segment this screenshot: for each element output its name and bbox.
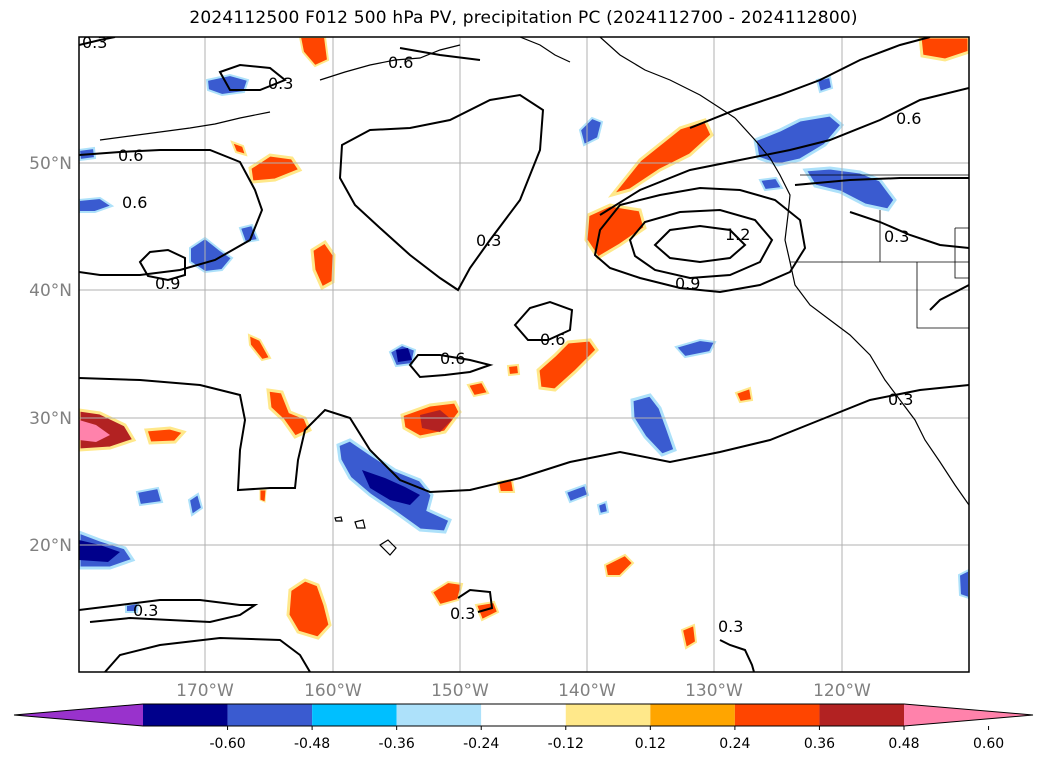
colorbar-tick-label: -0.36 [379, 736, 415, 752]
map-title: 2024112500 F012 500 hPa PV, precipitatio… [189, 8, 858, 28]
colorbar-extend-min [14, 704, 143, 726]
precip-negative-region [396, 348, 412, 362]
lon-label: 120°W [813, 681, 871, 701]
map-frame [78, 36, 970, 673]
colorbar: -0.60 -0.48 -0.36 -0.24 -0.12 0.12 0.24 0.36 0.4… [13, 703, 1034, 752]
contour-label: 0.6 [896, 109, 921, 128]
colorbar-tick-label: -0.48 [294, 736, 330, 752]
precip-positive-region [79, 420, 110, 442]
precip-negative-region [362, 470, 420, 505]
colorbar-outline [13, 703, 1034, 727]
precip-negative-region [187, 492, 204, 517]
lon-label: 170°W [176, 681, 234, 701]
colorbar-segment [396, 704, 482, 726]
precip-positive-region [266, 388, 312, 439]
precip-positive-region [918, 37, 969, 62]
precip-positive-region [420, 410, 452, 432]
contour-label: 0.6 [440, 349, 465, 368]
precip-positive-region [680, 623, 698, 650]
colorbar-segment [312, 704, 397, 726]
contour-label: 0.3 [82, 33, 107, 52]
precip-positive-region [247, 333, 272, 362]
coastlines [99, 37, 969, 556]
precipitation-shading [79, 37, 969, 650]
precip-positive-region [466, 380, 490, 398]
lat-label: 30°N [29, 409, 72, 429]
lon-label: 140°W [558, 681, 616, 701]
contour-label: 0.3 [884, 227, 909, 246]
precip-positive-region [536, 338, 599, 392]
precip-positive-region [298, 37, 330, 68]
precip-negative-region [135, 486, 164, 507]
precip-negative-region [578, 116, 604, 147]
contour-label: 0.3 [888, 390, 913, 409]
colorbar-segment [734, 704, 820, 726]
precip-negative-region [758, 176, 784, 192]
contour-label: 0.3 [476, 231, 501, 250]
precip-negative-region [596, 500, 610, 516]
latitude-labels: 20°N 30°N 40°N 50°N [29, 154, 72, 556]
colorbar-tick-label: 0.12 [635, 736, 666, 752]
colorbar-segment [565, 704, 651, 726]
colorbar-tick-label: 0.36 [804, 736, 835, 752]
precip-negative-region [630, 393, 677, 457]
precip-positive-region [259, 489, 267, 503]
colorbar-segment [143, 704, 228, 726]
colorbar-extend-max [904, 704, 1033, 726]
precip-negative-region [79, 196, 115, 213]
colorbar-tick-label: 0.60 [973, 736, 1004, 752]
precip-positive-region [286, 578, 332, 640]
colorbar-segment [650, 704, 735, 726]
lon-label: 160°W [304, 681, 362, 701]
precip-positive-region [310, 239, 336, 291]
colorbar-tick-label: -0.60 [209, 736, 245, 752]
precip-negative-region [674, 338, 717, 359]
contour-label: 0.9 [155, 274, 180, 293]
contour-labels: 0.3 0.6 0.3 0.6 0.6 0.3 1.2 0.9 0.9 0.6 … [82, 33, 921, 636]
precip-negative-region [957, 568, 969, 600]
precip-negative-region [564, 483, 590, 504]
colorbar-segment [481, 704, 566, 726]
precip-positive-region [603, 553, 635, 577]
pv-contours [79, 37, 969, 672]
contour-label: 0.3 [268, 74, 293, 93]
contour-label: 0.3 [450, 604, 475, 623]
colorbar-tick-label: 0.48 [888, 736, 919, 752]
contour-label: 1.2 [725, 225, 750, 244]
colorbar-tick-label: -0.12 [548, 736, 584, 752]
precip-positive-region [230, 140, 248, 157]
contour-label: 0.3 [718, 617, 743, 636]
precip-negative-region [802, 166, 897, 212]
precip-positive-region [607, 118, 714, 198]
precip-positive-region [506, 363, 521, 377]
contour-label: 0.3 [133, 601, 158, 620]
contour-label: 0.6 [540, 330, 565, 349]
lat-label: 50°N [29, 154, 72, 174]
longitude-labels: 170°W 160°W 150°W 140°W 130°W 120°W [176, 681, 871, 701]
colorbar-segment [227, 704, 313, 726]
colorbar-segment [819, 704, 904, 726]
contour-label: 0.6 [388, 53, 413, 72]
contour-label: 0.6 [122, 193, 147, 212]
precip-positive-region [430, 580, 464, 607]
gridlines [79, 37, 969, 672]
contour-label: 0.6 [118, 146, 143, 165]
colorbar-tick-label: -0.24 [463, 736, 499, 752]
precip-positive-region [144, 426, 187, 445]
lon-label: 150°W [431, 681, 489, 701]
colorbar-tick-label: 0.24 [719, 736, 750, 752]
lat-label: 40°N [29, 281, 72, 301]
precip-positive-region [248, 153, 303, 184]
contour-label: 0.9 [675, 274, 700, 293]
precip-positive-region [734, 386, 754, 404]
lon-label: 130°W [685, 681, 743, 701]
lat-label: 20°N [29, 536, 72, 556]
